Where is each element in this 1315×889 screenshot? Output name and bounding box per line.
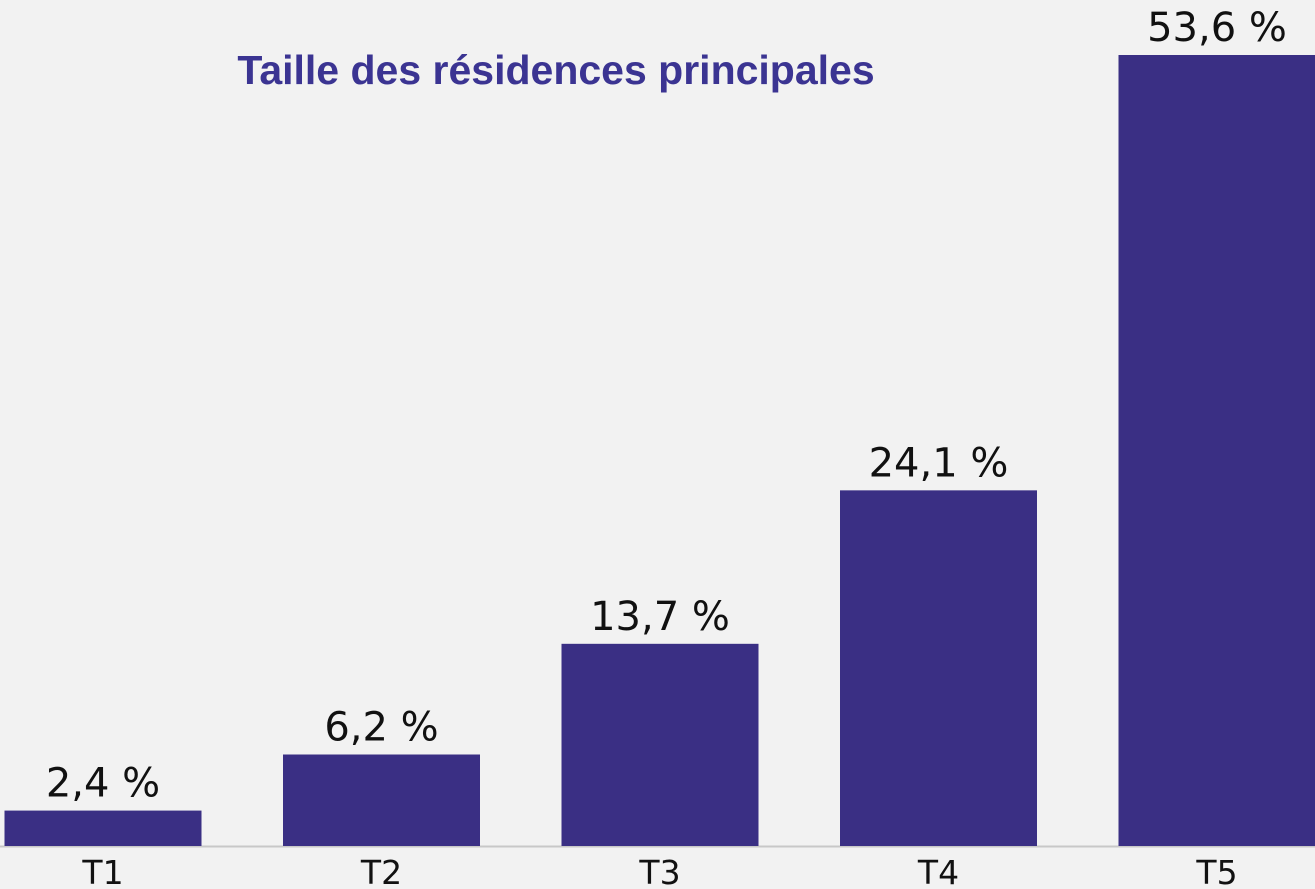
x-tick-label: T3 [638, 853, 680, 889]
bar [1118, 55, 1315, 846]
bar [283, 754, 480, 846]
value-label: 53,6 % [1147, 5, 1287, 51]
bar [840, 490, 1037, 846]
x-tick-label: T5 [1195, 853, 1237, 889]
x-tick-label: T1 [81, 853, 123, 889]
chart-title: Taille des résidences principales [237, 47, 874, 93]
value-label: 6,2 % [324, 705, 438, 751]
value-label: 13,7 % [590, 594, 730, 640]
value-label: 24,1 % [869, 440, 1009, 486]
x-tick-label: T4 [917, 853, 959, 889]
x-tick-label: T2 [360, 853, 402, 889]
bar [4, 810, 202, 846]
bar [561, 643, 759, 846]
value-label: 2,4 % [46, 761, 160, 807]
